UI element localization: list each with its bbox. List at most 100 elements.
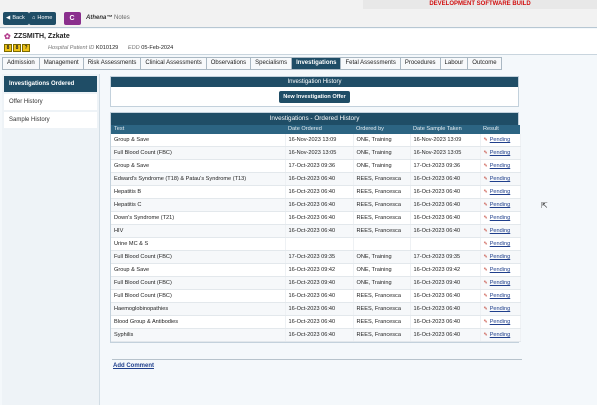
table-row[interactable]: Urine MC & S ✎ Pending (111, 237, 521, 252)
alert-icon[interactable]: ? (22, 44, 30, 52)
tab-outcome[interactable]: Outcome (467, 57, 502, 70)
cell-date-ordered: 16-Oct-2023 09:40 (285, 276, 354, 291)
pencil-icon: ✎ (483, 319, 488, 326)
table-row[interactable]: HIV 16-Oct-2023 06:40 REES, Francesca 16-Oc… (111, 224, 521, 239)
table-row[interactable]: Full Blood Count (FBC) 16-Nov-2023 13:05 O… (111, 146, 521, 161)
cell-result: ✎ Pending (480, 263, 521, 278)
tab-clinical-assessments[interactable]: Clinical Assessments (140, 57, 206, 70)
cell-test: HIV (111, 224, 286, 239)
cell-ordered-by: ONE, Training (353, 159, 411, 174)
hospital-id-value: K010129 (95, 45, 119, 51)
table-row[interactable]: Blood Group & Antibodies 16-Oct-2023 06:4… (111, 315, 521, 330)
result-pending-link[interactable]: Pending (489, 228, 511, 235)
top-bar: DEVELOPMENT SOFTWARE BUILD ◀ Back ⌂ Home… (0, 0, 597, 28)
cell-result: ✎ Pending (480, 289, 521, 304)
result-pending-link[interactable]: Pending (489, 241, 511, 248)
pencil-icon: ✎ (483, 163, 488, 170)
investigation-history-panel: Investigation History New Investigation … (110, 76, 519, 107)
home-button[interactable]: ⌂ Home (29, 12, 57, 25)
table-row[interactable]: Syphilis 16-Oct-2023 06:40 REES, Francesca… (111, 328, 521, 343)
pencil-icon: ✎ (483, 228, 488, 235)
result-pending-link[interactable]: Pending (489, 176, 511, 183)
result-pending-link[interactable]: Pending (489, 319, 511, 326)
table-row[interactable]: Full Blood Count (FBC) 16-Oct-2023 06:40 R… (111, 289, 521, 304)
cell-test: Group & Save (111, 159, 286, 174)
result-pending-link[interactable]: Pending (489, 280, 511, 287)
result-pending-link[interactable]: Pending (489, 137, 511, 144)
sidebar-item-sample-history[interactable]: Sample History (4, 112, 97, 128)
tab-management[interactable]: Management (38, 57, 83, 70)
back-button[interactable]: ◀ Back (3, 12, 29, 25)
ordered-history-title: Investigations - Ordered History (111, 113, 518, 125)
result-pending-link[interactable]: Pending (489, 267, 511, 274)
result-pending-link[interactable]: Pending (489, 163, 511, 170)
column-header-test[interactable]: Test (111, 125, 285, 134)
cell-result: ✎ Pending (480, 198, 521, 213)
cell-date-sample-taken: 16-Oct-2023 06:40 (410, 315, 481, 330)
app-suffix: Notes (114, 15, 130, 21)
cell-ordered-by: REES, Francesca (353, 328, 411, 343)
tab-procedures[interactable]: Procedures (399, 57, 440, 70)
sidebar-item-offer-history[interactable]: Offer History (4, 94, 97, 110)
cell-result: ✎ Pending (480, 276, 521, 291)
result-pending-link[interactable]: Pending (489, 215, 511, 222)
cell-ordered-by: ONE, Training (353, 134, 411, 148)
cell-ordered-by: ONE, Training (353, 146, 411, 161)
alert-icon[interactable]: 8 (13, 44, 21, 52)
tab-labour[interactable]: Labour (439, 57, 468, 70)
table-row[interactable]: Full Blood Count (FBC) 17-Oct-2023 09:35 O… (111, 250, 521, 265)
cell-date-ordered: 16-Oct-2023 06:40 (285, 302, 354, 317)
cell-date-ordered: 16-Oct-2023 06:40 (285, 289, 354, 304)
edd-label: EDD (127, 45, 140, 51)
table-row[interactable]: Down's Syndrome (T21) 16-Oct-2023 06:40 RE… (111, 211, 521, 226)
result-pending-link[interactable]: Pending (489, 306, 511, 313)
c-button[interactable]: C (64, 12, 81, 25)
tab-observations[interactable]: Observations (205, 57, 251, 70)
pencil-icon: ✎ (483, 254, 488, 261)
table-row[interactable]: Full Blood Count (FBC) 16-Oct-2023 09:40 O… (111, 276, 521, 291)
table-row[interactable]: Hepatitis B 16-Oct-2023 06:40 REES, France… (111, 185, 521, 200)
patient-name: ZZSMITH, Zzkate (13, 33, 70, 40)
column-header-date-ordered[interactable]: Date Ordered (285, 125, 353, 134)
table-row[interactable]: Haemoglobinopathies 16-Oct-2023 06:40 REES… (111, 302, 521, 317)
tab-investigations[interactable]: Investigations (291, 57, 341, 70)
column-header-result[interactable]: Result (480, 125, 520, 134)
cell-date-sample-taken: 16-Nov-2023 13:09 (410, 134, 481, 148)
result-pending-link[interactable]: Pending (489, 332, 511, 339)
patient-banner: ✿ ZZSMITH, Zzkate 8 8 ? Hospital Patient… (0, 29, 597, 55)
cell-test: Edward's Syndrome (T18) & Patau's Syndro… (111, 172, 286, 187)
new-investigation-offer-button[interactable]: New Investigation Offer (279, 90, 350, 103)
pencil-icon: ✎ (483, 137, 488, 144)
cell-ordered-by: REES, Francesca (353, 198, 411, 213)
cell-result: ✎ Pending (480, 159, 521, 174)
sidebar-item-investigations-ordered[interactable]: Investigations Ordered (4, 76, 97, 92)
table-row[interactable]: Edward's Syndrome (T18) & Patau's Syndro… (111, 172, 521, 187)
add-comment-link[interactable]: Add Comment (113, 363, 154, 369)
cell-test: Full Blood Count (FBC) (111, 289, 286, 304)
cell-ordered-by: REES, Francesca (353, 211, 411, 226)
mouse-pointer-icon: ⇱ (541, 201, 548, 210)
table-row[interactable]: Group & Save 17-Oct-2023 09:36 ONE, Traini… (111, 159, 521, 174)
result-pending-link[interactable]: Pending (489, 293, 511, 300)
ordered-history-panel: Investigations - Ordered History Test Da… (110, 112, 521, 344)
column-header-date-sample-taken[interactable]: Date Sample Taken (410, 125, 480, 134)
column-header-ordered-by[interactable]: Ordered by (353, 125, 410, 134)
result-pending-link[interactable]: Pending (489, 202, 511, 209)
result-pending-link[interactable]: Pending (489, 189, 511, 196)
cell-result: ✎ Pending (480, 172, 521, 187)
tab-fetal-assessments[interactable]: Fetal Assessments (340, 57, 400, 70)
result-pending-link[interactable]: Pending (489, 254, 511, 261)
tab-specialisms[interactable]: Specialisms (250, 57, 292, 70)
cell-date-ordered: 16-Oct-2023 06:40 (285, 211, 354, 226)
table-row[interactable]: Group & Save 16-Oct-2023 09:42 ONE, Traini… (111, 263, 521, 278)
table-row[interactable]: Group & Save 16-Nov-2023 13:09 ONE, Traini… (111, 134, 521, 148)
cell-date-ordered: 16-Nov-2023 13:05 (285, 146, 354, 161)
main-content: Investigation History New Investigation … (110, 76, 521, 344)
tab-risk-assessments[interactable]: Risk Assessments (82, 57, 141, 70)
alert-icon[interactable]: 8 (4, 44, 12, 52)
cell-test: Down's Syndrome (T21) (111, 211, 286, 226)
table-row[interactable]: Hepatitis C 16-Oct-2023 06:40 REES, France… (111, 198, 521, 213)
tab-admission[interactable]: Admission (2, 57, 39, 70)
cell-test: Full Blood Count (FBC) (111, 276, 286, 291)
result-pending-link[interactable]: Pending (489, 150, 511, 157)
